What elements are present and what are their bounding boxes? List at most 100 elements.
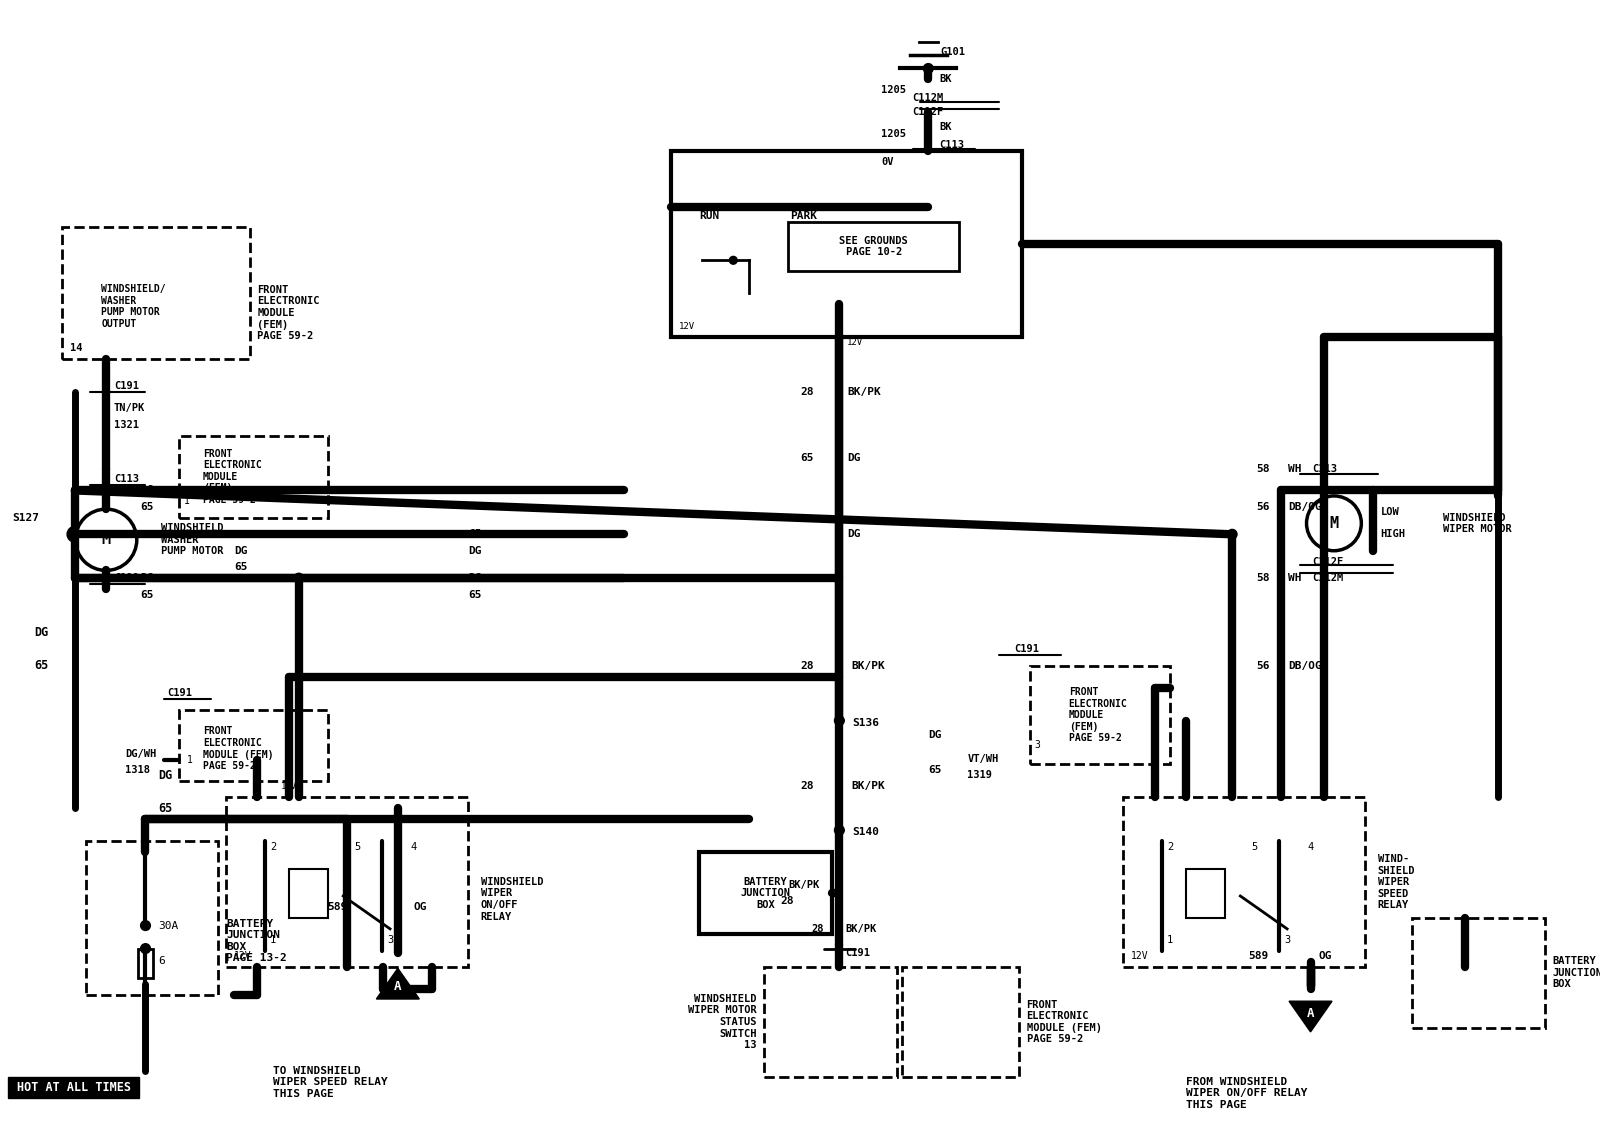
Text: C112M: C112M: [912, 93, 944, 103]
Text: S136: S136: [851, 718, 878, 728]
Text: 589: 589: [1248, 951, 1269, 961]
Text: BK: BK: [939, 121, 952, 132]
Bar: [138, 949, 154, 978]
Bar: [1123, 797, 1365, 968]
Polygon shape: [376, 968, 419, 999]
Text: DG: DG: [469, 573, 482, 583]
Text: WH: WH: [1288, 463, 1302, 473]
Bar: [902, 968, 1019, 1077]
Text: C113: C113: [114, 474, 139, 484]
Text: HOT AT ALL TIMES: HOT AT ALL TIMES: [18, 1081, 131, 1094]
Text: 30A: 30A: [158, 921, 178, 931]
Text: PARK: PARK: [790, 211, 818, 221]
Text: 12V: 12V: [1131, 951, 1149, 961]
Text: FRONT
ELECTRONIC
MODULE (FEM)
PAGE 59-2: FRONT ELECTRONIC MODULE (FEM) PAGE 59-2: [1027, 999, 1101, 1044]
Text: DG: DG: [158, 769, 173, 782]
Text: FRONT
ELECTRONIC
MODULE
(FEM)
PAGE 59-2: FRONT ELECTRONIC MODULE (FEM) PAGE 59-2: [258, 284, 320, 341]
Text: BK/PK: BK/PK: [846, 924, 877, 934]
Text: 6: 6: [158, 955, 165, 966]
Text: BK/PK: BK/PK: [787, 880, 819, 890]
Text: 28: 28: [800, 387, 814, 397]
Circle shape: [1227, 529, 1237, 540]
Text: 65: 65: [800, 453, 814, 463]
Text: FROM WINDSHIELD
WIPER ON/OFF RELAY
THIS PAGE: FROM WINDSHIELD WIPER ON/OFF RELAY THIS …: [1186, 1077, 1307, 1111]
Text: 4: 4: [410, 842, 416, 852]
Text: 56: 56: [1256, 502, 1270, 511]
Text: DG: DG: [469, 546, 482, 555]
Circle shape: [835, 716, 845, 725]
Text: WIND-
SHIELD
WIPER
SPEED
RELAY: WIND- SHIELD WIPER SPEED RELAY: [1378, 854, 1414, 910]
Text: 12V: 12V: [846, 338, 864, 347]
Text: DG: DG: [846, 529, 861, 540]
Text: FRONT
ELECTRONIC
MODULE
(FEM)
PAGE 59-2: FRONT ELECTRONIC MODULE (FEM) PAGE 59-2: [1069, 687, 1128, 743]
Text: 1319: 1319: [968, 770, 992, 780]
Bar: [62, 227, 250, 359]
Text: S127: S127: [13, 513, 40, 523]
Text: 0V: 0V: [882, 156, 894, 166]
Text: BATTERY
JUNCTION
BOX
PAGE 13-2: BATTERY JUNCTION BOX PAGE 13-2: [226, 918, 286, 963]
Text: G101: G101: [941, 47, 966, 57]
Text: DG: DG: [141, 486, 154, 496]
Text: 12V: 12V: [678, 321, 694, 330]
Text: HIGH: HIGH: [1381, 529, 1406, 540]
Circle shape: [923, 64, 933, 73]
Text: 65: 65: [469, 529, 482, 540]
Text: DG: DG: [928, 729, 942, 740]
Circle shape: [730, 256, 738, 264]
Text: A: A: [1307, 1007, 1314, 1019]
Bar: [699, 852, 832, 934]
Text: 65: 65: [234, 562, 248, 572]
Text: 12V: 12V: [282, 782, 298, 791]
Text: 5: 5: [354, 842, 360, 852]
Text: 4: 4: [1307, 842, 1314, 852]
Text: 14: 14: [70, 343, 83, 353]
Bar: [1186, 869, 1224, 917]
Text: 28: 28: [800, 781, 814, 791]
Text: C112F: C112F: [912, 107, 944, 117]
Text: DB/OG: DB/OG: [1288, 661, 1322, 671]
Text: DG/WH: DG/WH: [125, 749, 157, 759]
Text: 65: 65: [141, 590, 154, 599]
Text: C113: C113: [1312, 463, 1338, 473]
Text: TN/PK: TN/PK: [114, 404, 146, 414]
Text: 3: 3: [1285, 935, 1290, 945]
Text: OG: OG: [1318, 951, 1331, 961]
Bar: [765, 968, 898, 1077]
Circle shape: [75, 509, 136, 571]
Text: S140: S140: [851, 827, 878, 837]
Text: A: A: [394, 980, 402, 994]
Bar: [226, 797, 469, 968]
Text: C191: C191: [166, 688, 192, 698]
Circle shape: [141, 944, 150, 953]
Text: M: M: [101, 533, 110, 547]
Text: 58: 58: [1256, 573, 1270, 583]
Text: 1205: 1205: [882, 129, 907, 139]
Text: DG: DG: [141, 573, 154, 583]
Text: 1205: 1205: [882, 85, 907, 96]
Text: C191: C191: [846, 948, 870, 958]
Text: 1: 1: [187, 754, 194, 764]
Text: 1321: 1321: [114, 419, 139, 429]
Circle shape: [141, 921, 150, 931]
Text: OG: OG: [413, 901, 427, 912]
Bar: [1411, 918, 1544, 1027]
Text: 65: 65: [469, 590, 482, 599]
Text: 65: 65: [928, 765, 942, 774]
Bar: [787, 221, 960, 271]
Text: WINDSHIELD
WIPER
ON/OFF
RELAY: WINDSHIELD WIPER ON/OFF RELAY: [480, 877, 542, 922]
Text: 65: 65: [141, 502, 154, 511]
Text: BK/PK: BK/PK: [851, 781, 885, 791]
Text: BATTERY
JUNCTION
BOX: BATTERY JUNCTION BOX: [741, 877, 790, 909]
Text: 3: 3: [387, 935, 394, 945]
Text: C191: C191: [1014, 644, 1038, 654]
Text: 28: 28: [781, 897, 794, 906]
Text: C119: C119: [114, 573, 139, 583]
Text: BK/PK: BK/PK: [846, 387, 882, 397]
Bar: [179, 709, 328, 781]
Text: M: M: [1330, 516, 1339, 531]
Text: 1318: 1318: [125, 765, 150, 774]
Bar: [288, 869, 328, 917]
Circle shape: [835, 825, 845, 835]
Text: 1: 1: [270, 935, 277, 945]
Text: TO WINDSHIELD
WIPER SPEED RELAY
THIS PAGE: TO WINDSHIELD WIPER SPEED RELAY THIS PAG…: [274, 1066, 387, 1099]
